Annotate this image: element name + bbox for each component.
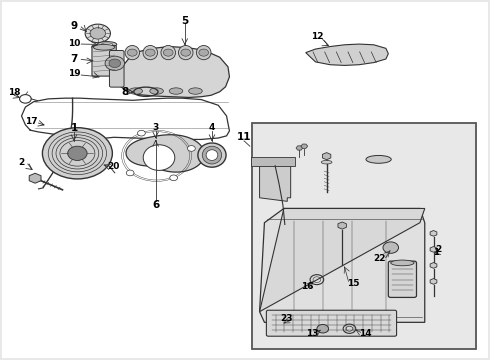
Circle shape	[146, 49, 155, 56]
Circle shape	[383, 242, 398, 253]
Ellipse shape	[178, 45, 193, 60]
Text: 17: 17	[25, 117, 38, 126]
Ellipse shape	[189, 88, 202, 94]
Polygon shape	[260, 208, 425, 322]
Polygon shape	[301, 144, 308, 148]
Circle shape	[90, 28, 105, 39]
FancyBboxPatch shape	[388, 261, 416, 297]
Ellipse shape	[198, 143, 226, 167]
Circle shape	[109, 59, 121, 68]
Circle shape	[163, 49, 173, 56]
Polygon shape	[306, 44, 388, 66]
Ellipse shape	[202, 146, 221, 164]
Text: 11: 11	[237, 132, 251, 142]
Ellipse shape	[94, 44, 115, 50]
Ellipse shape	[150, 88, 163, 94]
Text: 22: 22	[373, 255, 385, 264]
Circle shape	[43, 128, 112, 179]
Text: 3: 3	[152, 123, 159, 132]
Ellipse shape	[196, 45, 211, 60]
Text: 2: 2	[19, 158, 25, 167]
Polygon shape	[260, 208, 425, 312]
Ellipse shape	[143, 145, 175, 170]
Text: 2: 2	[435, 245, 441, 254]
Ellipse shape	[169, 88, 183, 94]
Text: 13: 13	[306, 329, 318, 338]
Text: 1: 1	[434, 248, 440, 257]
Ellipse shape	[366, 156, 391, 163]
Polygon shape	[113, 46, 229, 98]
Polygon shape	[430, 262, 437, 268]
Circle shape	[199, 49, 209, 56]
Text: 1: 1	[71, 123, 77, 134]
Circle shape	[138, 130, 146, 136]
Ellipse shape	[391, 260, 414, 266]
Ellipse shape	[129, 88, 143, 94]
Text: 20: 20	[108, 162, 120, 171]
Text: 14: 14	[359, 329, 372, 338]
FancyBboxPatch shape	[267, 310, 396, 336]
Text: 9: 9	[71, 21, 77, 31]
Text: 8: 8	[121, 87, 128, 97]
Text: 23: 23	[280, 314, 293, 323]
Ellipse shape	[101, 43, 113, 46]
Polygon shape	[256, 166, 291, 201]
Text: 15: 15	[346, 279, 359, 288]
Text: 4: 4	[209, 123, 215, 132]
Text: 5: 5	[181, 15, 188, 26]
Circle shape	[181, 49, 191, 56]
Circle shape	[188, 145, 196, 151]
Ellipse shape	[125, 45, 140, 60]
Polygon shape	[29, 173, 41, 183]
Text: 19: 19	[68, 69, 80, 78]
Ellipse shape	[161, 45, 175, 60]
Circle shape	[85, 24, 110, 42]
Text: 12: 12	[311, 32, 323, 41]
Polygon shape	[430, 247, 437, 252]
Ellipse shape	[206, 150, 218, 161]
Circle shape	[105, 56, 124, 71]
Text: 7: 7	[70, 54, 78, 64]
FancyBboxPatch shape	[92, 45, 116, 76]
Circle shape	[317, 324, 329, 333]
FancyBboxPatch shape	[109, 50, 124, 87]
Polygon shape	[430, 279, 437, 284]
Circle shape	[68, 146, 87, 161]
Circle shape	[126, 170, 134, 176]
Circle shape	[127, 49, 137, 56]
Text: 16: 16	[301, 282, 314, 291]
Polygon shape	[430, 230, 437, 236]
Polygon shape	[296, 146, 303, 150]
Bar	[251, 157, 294, 166]
Bar	[252, 123, 476, 349]
Ellipse shape	[98, 42, 117, 47]
Ellipse shape	[143, 45, 158, 60]
Text: 18: 18	[8, 88, 21, 97]
Polygon shape	[322, 153, 331, 160]
Ellipse shape	[321, 161, 332, 164]
Text: 6: 6	[152, 200, 159, 210]
Polygon shape	[126, 135, 204, 172]
Polygon shape	[338, 222, 346, 229]
Circle shape	[170, 175, 177, 181]
Text: 10: 10	[68, 39, 80, 48]
